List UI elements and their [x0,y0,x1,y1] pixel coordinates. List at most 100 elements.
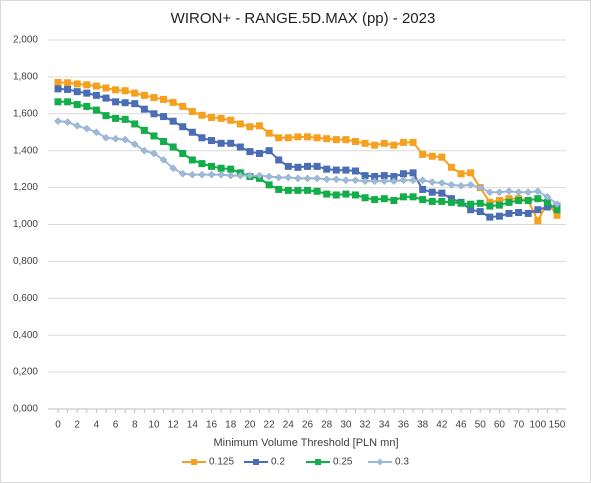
marker [534,206,542,214]
marker [73,101,81,109]
marker [380,139,388,147]
marker [351,176,360,185]
x-tick-label: 24 [283,420,295,431]
marker [150,149,158,158]
marker [159,156,168,164]
y-tick-label: 1,000 [13,219,38,230]
marker [275,185,283,193]
marker [140,126,148,134]
marker [294,163,302,171]
marker [140,146,149,155]
x-tick-label: 0 [55,420,61,431]
marker [428,178,437,186]
marker [294,174,302,183]
marker [160,95,168,103]
marker [495,212,503,220]
x-tick-label: 100 [529,420,546,431]
marker [208,162,216,170]
marker [495,188,504,197]
marker [524,197,532,205]
marker [54,78,62,86]
marker [332,191,340,199]
marker [351,137,359,145]
marker [73,88,81,96]
marker [371,141,379,149]
marker [92,91,100,99]
marker [102,133,110,142]
marker [438,189,446,197]
marker [82,124,91,133]
marker [399,176,408,185]
marker [390,141,398,149]
marker [179,102,187,110]
x-tick-label: 30 [340,420,352,431]
x-tick-label: 36 [398,420,410,431]
marker [380,177,389,185]
marker [447,198,455,206]
marker [208,113,216,121]
y-tick-label: 0,400 [13,330,38,341]
marker [208,137,216,145]
marker [284,173,293,182]
marker [332,166,340,174]
marker [543,192,552,201]
marker [102,94,110,102]
legend-marker [315,459,321,465]
marker [467,169,475,177]
x-tick-label: 18 [225,420,237,431]
x-tick-label: 42 [436,420,448,431]
marker [73,80,81,88]
marker [342,190,350,198]
marker [438,197,446,205]
marker [121,135,130,144]
marker [485,188,494,197]
marker [323,165,331,173]
marker [476,183,485,192]
marker [515,209,523,217]
marker [198,170,206,179]
x-tick-label: 6 [113,420,119,431]
marker [188,170,197,179]
marker [83,102,91,110]
marker [332,136,340,144]
marker [92,128,101,137]
marker [178,169,187,178]
chart-title: WIRON+ - RANGE.5D.MAX (pp) - 2023 [171,10,436,27]
legend-label: 0.125 [209,457,234,468]
marker [140,105,148,113]
x-tick-label: 22 [264,420,276,431]
marker [428,152,436,160]
marker [524,188,533,197]
marker [515,197,523,205]
marker [505,198,513,206]
marker [409,193,417,201]
x-tick-label: 150 [549,420,566,431]
marker [361,194,369,202]
marker [467,200,475,208]
marker [275,156,283,164]
marker [83,89,91,97]
marker [437,179,446,187]
marker [246,123,254,131]
marker [265,129,273,137]
legend-label: 0.3 [395,457,409,468]
marker [419,150,427,158]
y-tick-label: 0,200 [13,367,38,378]
marker [83,81,91,89]
marker [179,149,187,157]
marker [390,177,398,185]
marker [390,197,398,205]
x-tick-label: 50 [475,420,487,431]
y-tick-label: 0,800 [13,256,38,267]
marker [54,98,62,106]
marker [399,138,407,146]
marker [476,208,484,216]
marker [112,98,120,106]
marker [553,200,561,209]
marker [361,177,369,185]
marker [294,133,302,141]
marker [217,164,225,172]
marker [121,115,129,123]
